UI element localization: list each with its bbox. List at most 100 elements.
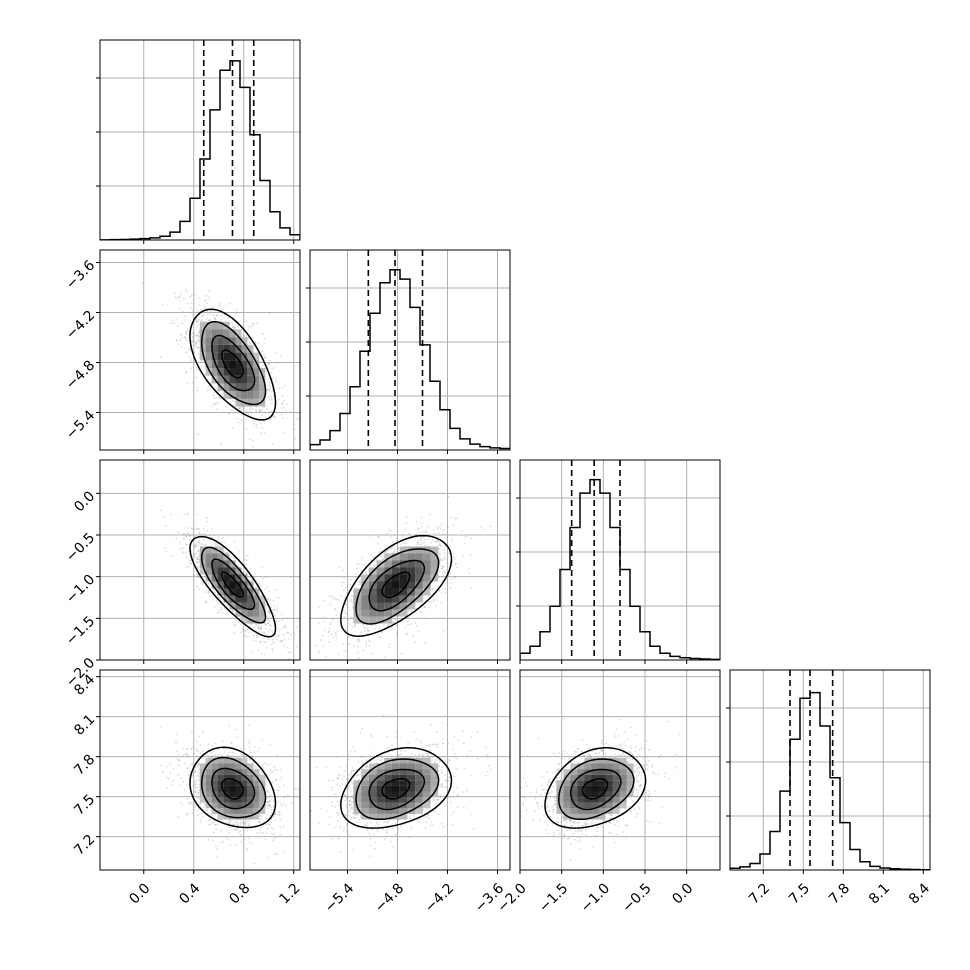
scatter-point <box>368 639 370 641</box>
scatter-point <box>276 638 279 641</box>
scatter-point <box>258 583 261 586</box>
density-cell <box>247 602 254 610</box>
scatter-point <box>184 535 187 538</box>
scatter-point <box>318 651 321 654</box>
scatter-point <box>267 598 269 601</box>
scatter-point <box>179 300 182 302</box>
scatter-point <box>384 551 387 554</box>
scatter-point <box>187 532 190 534</box>
density-cell <box>392 588 400 596</box>
density-cell <box>205 368 212 376</box>
scatter-point <box>191 527 193 530</box>
scatter-point <box>417 528 419 531</box>
density-cell <box>415 588 423 596</box>
scatter-point <box>278 620 281 623</box>
scatter-point <box>192 784 195 787</box>
panel-1-1 <box>306 249 511 454</box>
scatter-point <box>286 795 289 798</box>
density-cell <box>422 581 431 589</box>
density-cell <box>253 398 260 407</box>
scatter-point <box>210 756 212 759</box>
scatter-point <box>187 565 190 568</box>
scatter-point <box>351 607 354 609</box>
scatter-point <box>421 611 424 613</box>
scatter-point <box>196 346 198 349</box>
scatter-point <box>417 542 419 545</box>
scatter-point <box>267 622 269 625</box>
density-cell <box>205 360 212 368</box>
scatter-point <box>397 548 400 550</box>
scatter-point <box>259 410 261 413</box>
scatter-point <box>195 326 197 329</box>
scatter-point <box>236 311 239 314</box>
density-cell <box>361 581 369 589</box>
scatter-point <box>338 566 341 569</box>
density-cell <box>223 329 230 338</box>
scatter-point <box>183 336 186 338</box>
density-cell <box>392 553 400 561</box>
panel-frame <box>99 249 301 451</box>
scatter-point <box>230 556 233 559</box>
scatter-point <box>196 573 199 576</box>
scatter-point <box>368 630 370 632</box>
scatter-point <box>252 445 254 448</box>
scatter-point <box>226 551 229 554</box>
scatter-point <box>453 563 456 566</box>
scatter-point <box>197 792 200 794</box>
scatter-point <box>420 522 423 525</box>
scatter-point <box>409 609 412 612</box>
scatter-point <box>182 533 185 535</box>
panel-content <box>100 40 300 240</box>
scatter-point <box>225 406 228 408</box>
scatter-point <box>229 820 232 822</box>
contour-0 <box>221 571 244 598</box>
scatter-point <box>347 635 350 638</box>
scatter-point <box>255 586 257 589</box>
scatter-point <box>351 616 354 619</box>
scatter-point <box>271 839 274 842</box>
scatter-point <box>443 557 446 560</box>
scatter-point <box>201 580 204 583</box>
scatter-point <box>274 614 276 617</box>
scatter-point <box>203 368 206 371</box>
scatter-point <box>189 559 192 562</box>
scatter-point <box>207 582 210 585</box>
scatter-point <box>211 543 213 546</box>
density-cell <box>368 602 377 610</box>
scatter-point <box>257 342 260 344</box>
scatter-point <box>267 388 270 390</box>
scatter-point <box>206 520 208 523</box>
scatter-point <box>406 620 408 623</box>
scatter-point <box>249 409 252 412</box>
density-cell <box>407 560 416 568</box>
density-cell <box>259 609 266 617</box>
scatter-point <box>262 364 265 367</box>
scatter-point <box>237 822 239 825</box>
scatter-point <box>451 578 453 580</box>
scatter-point <box>427 538 429 540</box>
scatter-point <box>257 623 260 625</box>
scatter-point <box>386 549 389 552</box>
scatter-point <box>185 556 188 559</box>
scatter-point <box>268 634 270 636</box>
scatter-point <box>223 541 226 544</box>
density-cell <box>361 609 369 617</box>
scatter-point <box>198 541 201 543</box>
density-cell <box>422 574 431 582</box>
scatter-point <box>226 317 229 319</box>
scatter-point <box>463 542 466 545</box>
scatter-point <box>189 562 192 565</box>
scatter-point <box>425 526 428 529</box>
scatter-point <box>202 582 204 585</box>
scatter-point <box>456 566 458 569</box>
scatter-point <box>249 342 252 345</box>
scatter-point <box>410 623 413 626</box>
scatter-point <box>203 532 206 535</box>
density-cell <box>217 574 224 582</box>
scatter-point <box>258 630 261 632</box>
scatter-point <box>196 585 198 587</box>
scatter-point <box>269 402 272 405</box>
scatter-point <box>319 639 322 641</box>
scatter-point <box>387 623 390 626</box>
density-cell <box>205 352 212 361</box>
